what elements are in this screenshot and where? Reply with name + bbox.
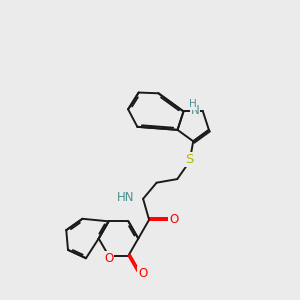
Text: S: S bbox=[185, 153, 194, 167]
Text: O: O bbox=[104, 251, 113, 265]
Text: O: O bbox=[169, 213, 178, 226]
Text: N: N bbox=[190, 104, 199, 117]
Text: O: O bbox=[138, 267, 147, 280]
Text: H: H bbox=[188, 99, 196, 109]
Text: HN: HN bbox=[117, 191, 134, 204]
